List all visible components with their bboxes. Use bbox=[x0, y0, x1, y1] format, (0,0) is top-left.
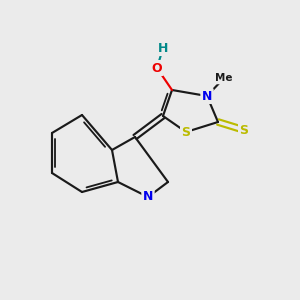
Text: S: S bbox=[239, 124, 248, 136]
Text: S: S bbox=[182, 125, 190, 139]
Text: Me: Me bbox=[215, 73, 233, 83]
Text: H: H bbox=[158, 41, 168, 55]
Text: N: N bbox=[143, 190, 153, 203]
Text: O: O bbox=[152, 61, 162, 74]
Text: N: N bbox=[202, 89, 212, 103]
